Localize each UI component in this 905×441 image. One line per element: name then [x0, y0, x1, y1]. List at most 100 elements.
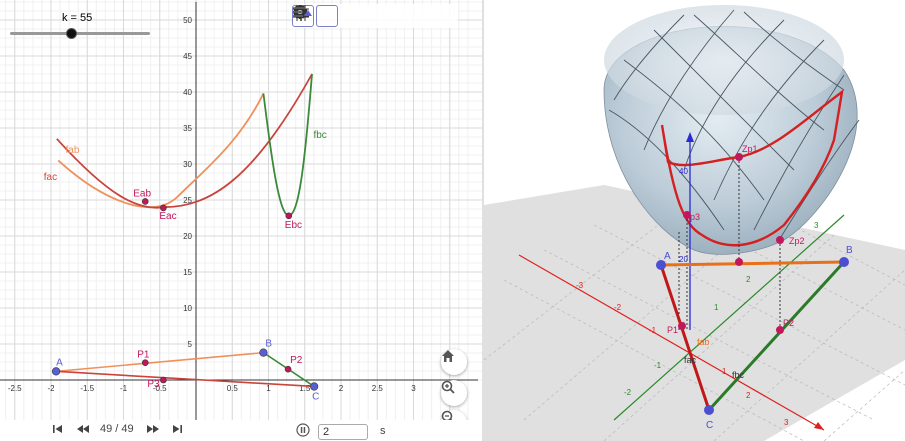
surface-mesh	[608, 9, 860, 241]
x-tick: -2	[614, 303, 622, 312]
slider-thumb[interactable]	[66, 28, 77, 39]
view-divider[interactable]	[482, 0, 484, 441]
label-B: B	[265, 339, 272, 350]
y-tick: 3	[814, 221, 819, 230]
zoom-in-icon	[441, 380, 455, 394]
point-Eab[interactable]	[141, 198, 149, 205]
label-C: C	[312, 391, 319, 402]
zoom-in-button[interactable]	[441, 380, 467, 406]
label-fac: fac	[684, 355, 697, 365]
home-view-round-button[interactable]	[441, 349, 467, 375]
point-A[interactable]	[656, 260, 666, 270]
x-tick-label: 2	[339, 384, 344, 393]
animation-playbar: 49 / 49 s	[0, 420, 482, 441]
snap-button[interactable]	[293, 5, 386, 27]
segment-AB[interactable]	[56, 351, 264, 373]
label-P1: P1	[137, 350, 150, 361]
more-button[interactable]	[298, 5, 434, 27]
x-tick-label: -2	[47, 384, 55, 393]
point-Ebc[interactable]	[285, 212, 293, 220]
label-A: A	[56, 357, 63, 368]
point-C[interactable]	[704, 405, 714, 415]
point-P2[interactable]	[284, 365, 292, 373]
x-tick: -3	[576, 281, 584, 290]
y-tick: -2	[624, 388, 632, 397]
label-P2: P2	[290, 355, 303, 366]
x-axis-ticks: -3 -2 -1 1 2 3	[576, 281, 789, 427]
label-fbc: fbc	[732, 370, 745, 380]
y-tick: 2	[746, 275, 751, 284]
segment-AC[interactable]	[56, 370, 315, 388]
point-Zp1[interactable]	[735, 153, 743, 161]
label-A: A	[664, 251, 671, 262]
point-Zp2[interactable]	[776, 236, 784, 244]
y-tick-label: 10	[183, 304, 192, 313]
point-P1[interactable]	[678, 322, 686, 330]
point-P2[interactable]	[776, 326, 784, 334]
label-Eab: Eab	[133, 188, 151, 199]
x-tick-label: 2.5	[372, 384, 384, 393]
style-bar-icon	[293, 7, 312, 17]
y-tick: 1	[714, 303, 719, 312]
point-Zp3[interactable]	[683, 211, 691, 219]
step-back-icon	[77, 425, 89, 433]
y-tick-label: 20	[183, 232, 192, 241]
x-tick: 1	[722, 367, 727, 376]
y-tick: -1	[654, 361, 662, 370]
step-counter: 49 / 49	[100, 423, 134, 435]
graph-canvas-2d[interactable]: -2.5 -2 -1.5 -1 -0.5 0.5 1 1.5 2 2.5 3510152025303…	[0, 0, 482, 441]
x-axis	[518, 254, 825, 431]
graphics-view-3d[interactable]: 40 20 B C A Zp1 Zp2 p3 P1 P2 fab f	[484, 0, 905, 441]
graph-canvas-3d[interactable]: 40 20 B C A Zp1 Zp2 p3 P1 P2 fab f	[484, 0, 905, 441]
label-B: B	[846, 245, 853, 256]
point-P3[interactable]	[160, 376, 167, 384]
point-C[interactable]	[310, 382, 319, 391]
label-Zp3: p3	[690, 212, 700, 222]
label-P2: P2	[783, 318, 794, 328]
point-B[interactable]	[839, 257, 849, 267]
x-tick-label: -2.5	[8, 384, 22, 393]
point-B[interactable]	[259, 348, 268, 357]
z-tick-40: 40	[679, 167, 688, 176]
label-P3: P3	[147, 379, 160, 390]
graphics-view-2d[interactable]: -2.5 -2 -1.5 -1 -0.5 0.5 1 1.5 2 2.5 3 5 10 15 20 25 30 3…	[0, 0, 482, 441]
home-icon	[442, 350, 454, 362]
y-tick-label: 45	[183, 52, 192, 61]
style-bar-toggle[interactable]	[293, 5, 458, 27]
x-tick-label: 1	[266, 384, 271, 393]
home-view-button[interactable]	[294, 5, 362, 27]
curve-fab[interactable]	[57, 93, 265, 209]
y-tick-label: 30	[183, 160, 192, 169]
x-tick: -1	[649, 326, 657, 335]
label-C: C	[706, 420, 713, 431]
point-Eac[interactable]	[160, 204, 167, 212]
x-tick-label: -1	[120, 384, 128, 393]
edge-bc	[707, 260, 846, 412]
skip-last-icon	[173, 425, 182, 433]
slider-track[interactable]	[10, 32, 150, 35]
x-tick: 3	[784, 418, 789, 427]
point-P-ab[interactable]	[735, 258, 743, 266]
grid-toggle-button[interactable]	[293, 5, 338, 27]
y-tick-label: 15	[183, 268, 192, 277]
graphics-style-bar	[292, 4, 458, 28]
speed-input[interactable]	[318, 424, 368, 440]
label-P1: P1	[667, 325, 678, 335]
pause-icon	[296, 423, 310, 437]
point-P1[interactable]	[141, 359, 149, 367]
y-tick-label: 50	[183, 16, 192, 25]
label-Eac: Eac	[159, 211, 176, 222]
xy-plane	[484, 185, 905, 441]
point-A[interactable]	[51, 367, 61, 376]
x-tick-label: -0.5	[153, 384, 167, 393]
label-Ebc: Ebc	[285, 220, 302, 231]
curve-fac[interactable]	[56, 73, 313, 209]
x-axis-arrow	[814, 422, 824, 430]
label-fbc: fbc	[313, 130, 326, 141]
y-tick-label: 35	[183, 124, 192, 133]
label-Zp2: Zp2	[789, 236, 805, 246]
settings-button[interactable]	[293, 5, 410, 27]
step-forward-icon	[147, 425, 159, 433]
label-Zp1: Zp1	[742, 144, 758, 154]
slider-k[interactable]: k = 55	[10, 12, 155, 42]
